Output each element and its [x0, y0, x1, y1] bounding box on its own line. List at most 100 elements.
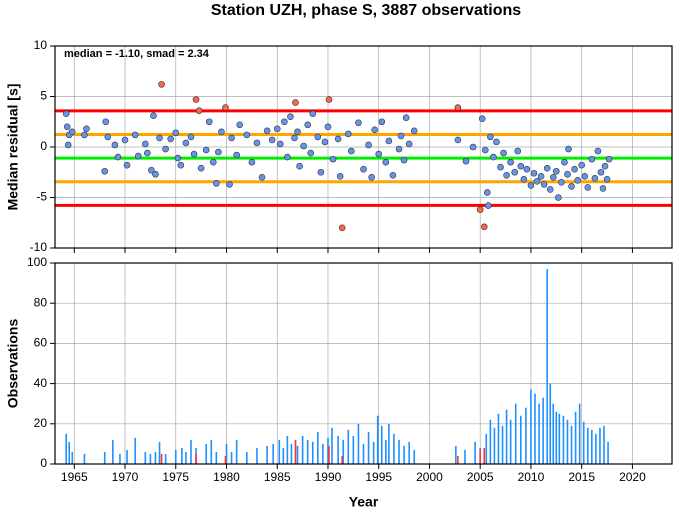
bar — [160, 453, 163, 464]
point — [469, 143, 477, 151]
bar — [272, 443, 274, 464]
bar — [328, 445, 330, 464]
point — [378, 118, 386, 126]
point — [368, 174, 375, 181]
bar — [380, 425, 383, 464]
bar — [215, 451, 218, 464]
point — [324, 123, 332, 131]
bar — [71, 451, 74, 464]
point — [520, 176, 528, 183]
point — [385, 137, 393, 145]
point — [104, 133, 112, 141]
x-tick-label: 1965 — [61, 470, 88, 484]
y-tick-label: 60 — [34, 336, 48, 350]
point — [156, 134, 163, 142]
point — [228, 134, 235, 142]
bar — [282, 447, 285, 464]
point — [68, 128, 76, 136]
point — [493, 138, 500, 146]
bar — [174, 449, 177, 464]
bar — [501, 425, 504, 464]
bar — [294, 439, 297, 464]
point — [480, 223, 488, 231]
bar — [398, 439, 400, 464]
point — [553, 167, 560, 175]
point — [454, 136, 462, 144]
point — [307, 149, 315, 157]
bar — [519, 415, 522, 464]
bar — [224, 455, 227, 464]
bar — [149, 453, 152, 464]
bar — [181, 447, 183, 464]
point — [258, 174, 266, 181]
point — [294, 128, 301, 136]
point — [549, 174, 557, 181]
x-tick-label: 1990 — [315, 470, 342, 484]
plot-frame — [54, 45, 673, 249]
point — [568, 183, 575, 190]
point — [81, 131, 88, 139]
point — [581, 172, 589, 180]
bar — [455, 445, 457, 464]
bar — [296, 445, 299, 464]
y-tick-label: 10 — [34, 38, 48, 52]
bar — [525, 407, 527, 464]
bar — [352, 435, 355, 464]
bar — [514, 403, 517, 464]
bar — [322, 443, 324, 464]
bar — [154, 451, 157, 464]
point — [395, 145, 403, 153]
point — [382, 158, 390, 166]
x-tick-label: 2010 — [518, 470, 545, 484]
point — [523, 165, 531, 173]
bar — [483, 447, 486, 464]
x-tick-label: 1985 — [264, 470, 291, 484]
bar — [489, 419, 492, 464]
point — [410, 127, 418, 135]
point — [507, 158, 514, 166]
point — [273, 125, 281, 133]
bar — [367, 431, 370, 464]
point — [190, 150, 198, 158]
bar — [591, 429, 593, 464]
bar — [185, 451, 187, 464]
point — [402, 114, 410, 122]
bar — [505, 409, 508, 464]
point — [213, 180, 220, 187]
bar — [103, 451, 106, 464]
point — [603, 176, 611, 183]
point — [291, 134, 298, 142]
point — [174, 154, 182, 162]
y-tick-label: 0 — [40, 456, 47, 470]
point — [158, 81, 165, 88]
bar — [408, 441, 410, 464]
point — [478, 115, 486, 123]
bar — [555, 411, 558, 464]
point — [292, 99, 299, 106]
chart-title: Station UZH, phase S, 3887 observations — [211, 2, 521, 19]
point — [317, 168, 325, 176]
point — [555, 194, 562, 201]
bar — [376, 415, 379, 464]
x-tick-label: 2015 — [568, 470, 595, 484]
point — [503, 171, 510, 179]
point — [131, 131, 139, 139]
bar — [134, 437, 136, 464]
point — [484, 189, 491, 196]
point — [348, 147, 355, 155]
point — [500, 149, 507, 157]
point — [222, 104, 229, 111]
point — [338, 224, 346, 232]
point — [101, 167, 109, 175]
bar — [205, 443, 208, 464]
point — [527, 182, 535, 189]
point — [561, 158, 568, 166]
point — [360, 165, 367, 173]
bar — [464, 449, 466, 464]
point — [296, 162, 303, 170]
point — [177, 161, 185, 169]
x-tick-label: 2000 — [416, 470, 443, 484]
point — [511, 168, 519, 176]
x-tick-label: 2020 — [619, 470, 646, 484]
